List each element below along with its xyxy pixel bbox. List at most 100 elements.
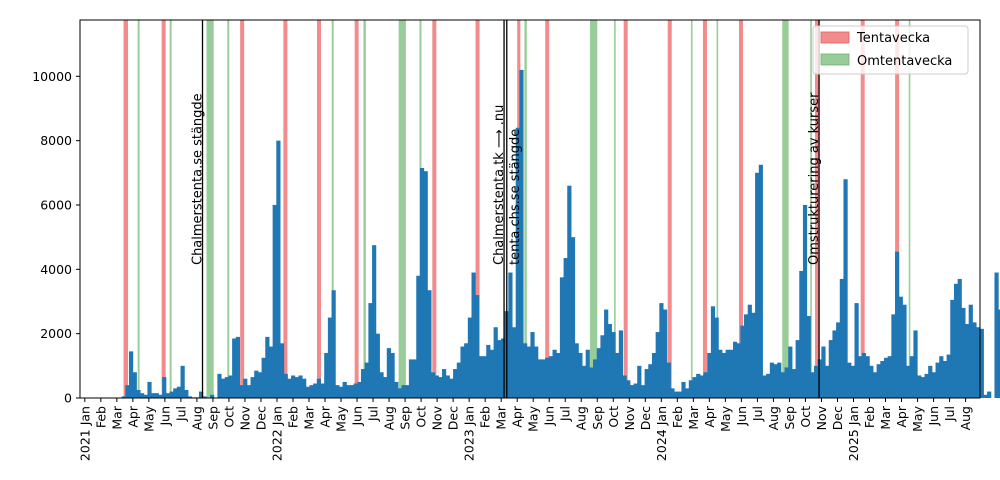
weekly-bar-141 [604,309,609,398]
weekly-bar-89 [412,359,417,398]
weekly-bar-88 [408,359,414,398]
weekly-bar-54 [283,373,288,398]
x-tick-label-41: Jun [734,406,749,427]
x-tick-label-7: Aug [189,406,204,430]
weekly-bar-216 [880,361,885,398]
weekly-bar-146 [622,375,627,398]
tentavecka-span-9 [545,20,550,398]
weekly-bar-218 [887,356,892,398]
weekly-bar-57 [294,377,299,398]
weekly-bar-186 [769,362,774,398]
weekly-bar-201 [825,365,830,398]
weekly-bar-96 [438,377,443,398]
event-label-2: tenta.chs.se stängde [508,129,523,265]
weekly-bar-110 [489,349,495,398]
weekly-bar-180 [747,304,752,398]
x-tick-label-3: Apr [125,405,140,427]
weekly-bar-179 [744,314,749,398]
omtentavecka-span-8 [524,20,527,398]
weekly-bar-113 [500,338,506,398]
weekly-bar-70 [342,381,347,398]
weekly-bar-211 [861,352,867,398]
weekly-bar-76 [364,362,369,398]
weekly-bar-175 [729,349,734,398]
weekly-bar-198 [814,365,819,398]
weekly-bar-129 [559,277,565,398]
weekly-bar-176 [732,341,738,398]
weekly-bar-241 [972,322,977,398]
weekly-bar-13 [132,372,137,398]
weekly-bar-52 [276,140,281,398]
weekly-bar-14 [136,389,141,398]
weekly-bar-239 [965,324,970,398]
x-tick-label-48: 2025 Jan [846,406,861,461]
x-tick-label-42: Jul [750,406,765,422]
x-tick-label-37: Feb [670,406,685,428]
weekly-bar-105 [471,272,476,398]
weekly-bar-202 [828,340,833,398]
weekly-bar-28 [187,396,193,398]
weekly-bar-97 [442,369,447,398]
weekly-bar-234 [946,354,951,398]
x-tick-label-30: Jul [558,406,573,422]
weekly-bar-99 [449,378,454,398]
weekly-bar-84 [394,381,399,398]
tentavecka-span-6 [432,20,437,398]
weekly-bar-236 [953,283,959,398]
weekly-bar-55 [287,378,292,398]
weekly-bar-147 [626,380,631,398]
weekly-bar-139 [596,348,601,398]
weekly-bar-224 [909,356,914,398]
weekly-bar-189 [780,372,786,398]
weekly-bar-153 [648,364,653,398]
event-label-3: Omstrukturering av kurser [807,92,822,265]
x-tick-label-47: Dec [830,406,845,430]
weekly-bar-81 [383,377,388,398]
weekly-bar-59 [302,378,307,398]
omtentavecka-span-9 [590,20,598,398]
weekly-bar-63 [316,378,322,398]
weekly-bar-128 [556,352,561,398]
omtentavecka-span-4 [331,20,334,398]
weekly-bar-77 [368,303,373,398]
weekly-bar-92 [423,171,428,398]
weekly-bar-207 [847,362,852,398]
weekly-bar-93 [427,290,432,398]
weekly-bar-90 [416,275,421,398]
plot-frame [79,19,981,399]
weekly-bar-102 [460,346,465,398]
weekly-bar-140 [600,335,605,398]
weekly-bar-18 [151,393,156,398]
weekly-bar-64 [320,383,325,398]
omtentavecka-span-14 [810,20,812,398]
weekly-bar-95 [434,375,439,398]
x-tick-label-52: May [910,405,925,431]
weekly-bar-23 [169,391,174,398]
weekly-bar-10 [121,396,126,398]
x-tick-label-39: Apr [702,405,717,427]
weekly-bar-195 [802,204,808,398]
tentavecka-span-14 [815,20,820,398]
weekly-bar-42 [239,385,244,398]
weekly-bar-86 [401,385,406,398]
weekly-bar-209 [854,303,859,398]
weekly-bar-157 [663,309,668,398]
x-tick-label-19: Aug [382,406,397,430]
x-tick-label-27: Apr [510,405,525,427]
x-tick-label-32: Sep [590,406,605,430]
weekly-bar-16 [143,394,148,398]
weekly-bar-115 [508,272,513,398]
tentavecka-span-0 [123,20,129,398]
weekly-bar-212 [865,356,870,398]
weekly-bar-145 [618,330,623,398]
weekly-bar-173 [721,352,727,398]
omtentavecka-span-6 [398,20,406,398]
weekly-bar-164 [688,380,693,398]
weekly-bar-60 [305,386,310,398]
weekly-bar-49 [265,336,270,398]
weekly-bar-50 [268,346,274,398]
weekly-bar-220 [895,251,900,398]
legend-label-omtentavecka: Omtentavecka [857,54,952,69]
